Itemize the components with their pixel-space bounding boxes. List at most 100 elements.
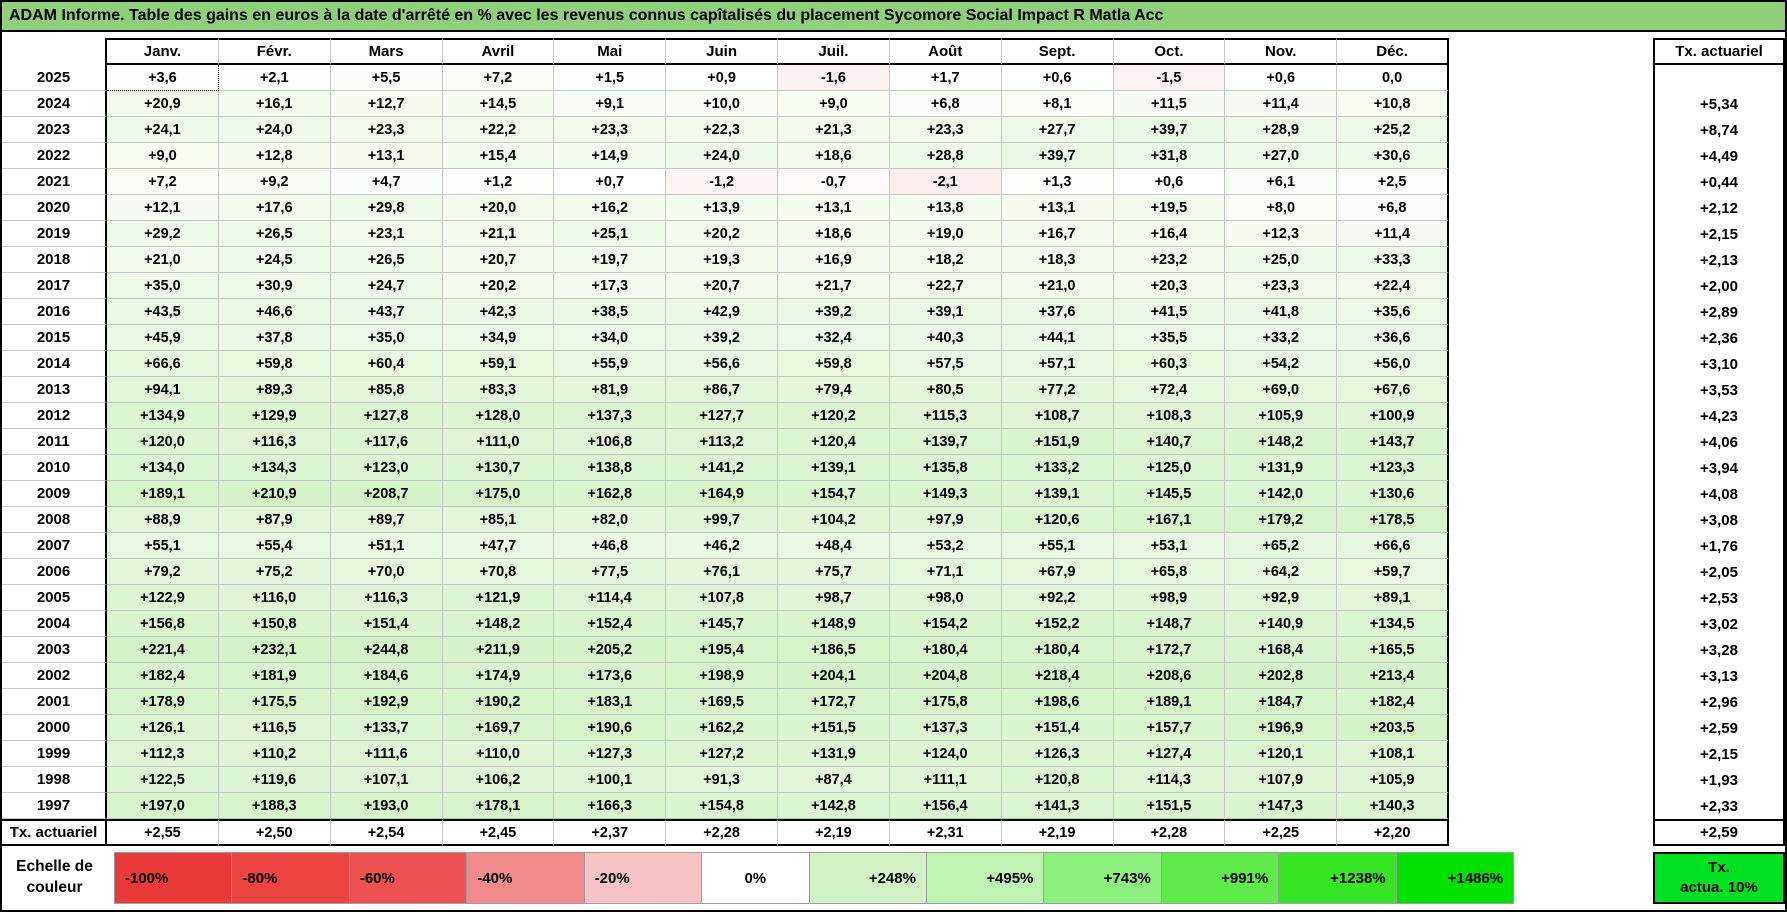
year-label[interactable]: 2003: [2, 637, 107, 663]
year-label[interactable]: 2019: [2, 221, 107, 247]
gain-cell[interactable]: +0,7: [554, 169, 667, 195]
gain-cell[interactable]: +46,6: [218, 299, 331, 325]
gain-cell[interactable]: +19,0: [889, 221, 1002, 247]
actuarial-month-cell[interactable]: +2,54: [330, 819, 443, 846]
gain-cell[interactable]: +56,6: [666, 351, 778, 377]
actuarial-month-cell[interactable]: +2,20: [1337, 819, 1449, 846]
gain-cell[interactable]: +56,0: [1337, 351, 1449, 377]
gain-cell[interactable]: +6,8: [889, 91, 1002, 117]
gain-cell[interactable]: +198,6: [1001, 689, 1114, 715]
gain-cell[interactable]: +21,0: [1001, 273, 1114, 299]
gain-cell[interactable]: +173,6: [554, 663, 667, 689]
gain-cell[interactable]: +35,6: [1337, 299, 1449, 325]
actuarial-rate-value[interactable]: +4,23: [1700, 407, 1738, 425]
actuarial-rate-value[interactable]: [1655, 65, 1783, 91]
gain-cell[interactable]: +55,4: [218, 533, 331, 559]
actuarial-rate-value[interactable]: +2,36: [1700, 329, 1738, 347]
actuarial-rate-value[interactable]: +2,05: [1700, 563, 1738, 581]
gain-cell[interactable]: +178,5: [1337, 507, 1449, 533]
gain-cell[interactable]: +86,7: [666, 377, 778, 403]
gain-cell[interactable]: +116,3: [218, 429, 331, 455]
gain-cell[interactable]: +23,2: [1113, 247, 1226, 273]
column-header[interactable]: Déc.: [1337, 38, 1449, 65]
gain-cell[interactable]: +44,1: [1001, 325, 1114, 351]
gain-cell[interactable]: +152,2: [1001, 611, 1114, 637]
gain-cell[interactable]: +111,0: [442, 429, 555, 455]
gain-cell[interactable]: +25,0: [1225, 247, 1338, 273]
actuarial-month-cell[interactable]: +2,55: [107, 819, 219, 846]
gain-cell[interactable]: +180,4: [889, 637, 1002, 663]
gain-cell[interactable]: +66,6: [1337, 533, 1449, 559]
gain-cell[interactable]: +2,1: [218, 65, 331, 91]
gain-cell[interactable]: +43,5: [107, 299, 219, 325]
gain-cell[interactable]: +120,8: [1001, 767, 1114, 793]
gain-cell[interactable]: +147,3: [1225, 793, 1338, 819]
gain-cell[interactable]: +140,3: [1337, 793, 1449, 819]
year-label[interactable]: 2001: [2, 689, 107, 715]
actuarial-month-cell[interactable]: +2,50: [218, 819, 331, 846]
gain-cell[interactable]: +21,7: [778, 273, 890, 299]
gain-cell[interactable]: +134,0: [107, 455, 219, 481]
gain-cell[interactable]: +189,1: [107, 481, 219, 507]
column-header[interactable]: Juil.: [778, 38, 890, 65]
year-label[interactable]: 2022: [2, 143, 107, 169]
gain-cell[interactable]: +131,9: [778, 741, 890, 767]
gain-cell[interactable]: +97,9: [889, 507, 1002, 533]
year-label[interactable]: 2000: [2, 715, 107, 741]
gain-cell[interactable]: +54,2: [1225, 351, 1338, 377]
gain-cell[interactable]: +21,1: [442, 221, 555, 247]
gain-cell[interactable]: +111,1: [889, 767, 1002, 793]
gain-cell[interactable]: +23,1: [330, 221, 443, 247]
gain-cell[interactable]: +37,8: [218, 325, 331, 351]
gain-cell[interactable]: +142,8: [778, 793, 890, 819]
gain-cell[interactable]: +11,4: [1225, 91, 1338, 117]
gain-cell[interactable]: +42,3: [442, 299, 555, 325]
gain-cell[interactable]: +16,7: [1001, 221, 1114, 247]
gain-cell[interactable]: +151,9: [1001, 429, 1114, 455]
gain-cell[interactable]: +17,6: [218, 195, 331, 221]
year-label[interactable]: 2011: [2, 429, 107, 455]
year-label[interactable]: 2025: [2, 65, 107, 91]
gain-cell[interactable]: +1,5: [554, 65, 667, 91]
gain-cell[interactable]: +77,2: [1001, 377, 1114, 403]
gain-cell[interactable]: +41,5: [1113, 299, 1226, 325]
gain-cell[interactable]: +35,0: [330, 325, 443, 351]
gain-cell[interactable]: +22,4: [1337, 273, 1449, 299]
gain-cell[interactable]: +30,9: [218, 273, 331, 299]
gain-cell[interactable]: +89,7: [330, 507, 443, 533]
gain-cell[interactable]: +138,8: [554, 455, 667, 481]
gain-cell[interactable]: +184,7: [1225, 689, 1338, 715]
gain-cell[interactable]: +121,9: [442, 585, 555, 611]
gain-cell[interactable]: +203,5: [1337, 715, 1449, 741]
gain-cell[interactable]: -1,6: [778, 65, 890, 91]
actuarial-rate-value[interactable]: +3,02: [1700, 615, 1738, 633]
gain-cell[interactable]: +139,1: [1001, 481, 1114, 507]
year-label[interactable]: 2018: [2, 247, 107, 273]
gain-cell[interactable]: +100,1: [554, 767, 667, 793]
gain-cell[interactable]: +65,8: [1113, 559, 1226, 585]
gain-cell[interactable]: +244,8: [330, 637, 443, 663]
gain-cell[interactable]: +175,8: [889, 689, 1002, 715]
gain-cell[interactable]: +133,7: [330, 715, 443, 741]
gain-cell[interactable]: +15,4: [442, 143, 555, 169]
actuarial-rate-value[interactable]: +1,93: [1700, 771, 1738, 789]
gain-cell[interactable]: +149,3: [889, 481, 1002, 507]
gain-cell[interactable]: +98,9: [1113, 585, 1226, 611]
gain-cell[interactable]: +123,3: [1337, 455, 1449, 481]
gain-cell[interactable]: +77,5: [554, 559, 667, 585]
gain-cell[interactable]: +114,3: [1113, 767, 1226, 793]
gain-cell[interactable]: +18,2: [889, 247, 1002, 273]
gain-cell[interactable]: +116,5: [218, 715, 331, 741]
gain-cell[interactable]: +17,3: [554, 273, 667, 299]
gain-cell[interactable]: +145,7: [666, 611, 778, 637]
gain-cell[interactable]: +110,0: [442, 741, 555, 767]
gain-cell[interactable]: +33,3: [1337, 247, 1449, 273]
actuarial-month-cell[interactable]: +2,37: [554, 819, 667, 846]
gain-cell[interactable]: +20,2: [666, 221, 778, 247]
gain-cell[interactable]: +36,6: [1337, 325, 1449, 351]
gain-cell[interactable]: +0,9: [666, 65, 778, 91]
gain-cell[interactable]: +43,7: [330, 299, 443, 325]
gain-cell[interactable]: +34,9: [442, 325, 555, 351]
gain-cell[interactable]: +28,8: [889, 143, 1002, 169]
actuarial-rate-value[interactable]: +2,33: [1700, 797, 1738, 815]
